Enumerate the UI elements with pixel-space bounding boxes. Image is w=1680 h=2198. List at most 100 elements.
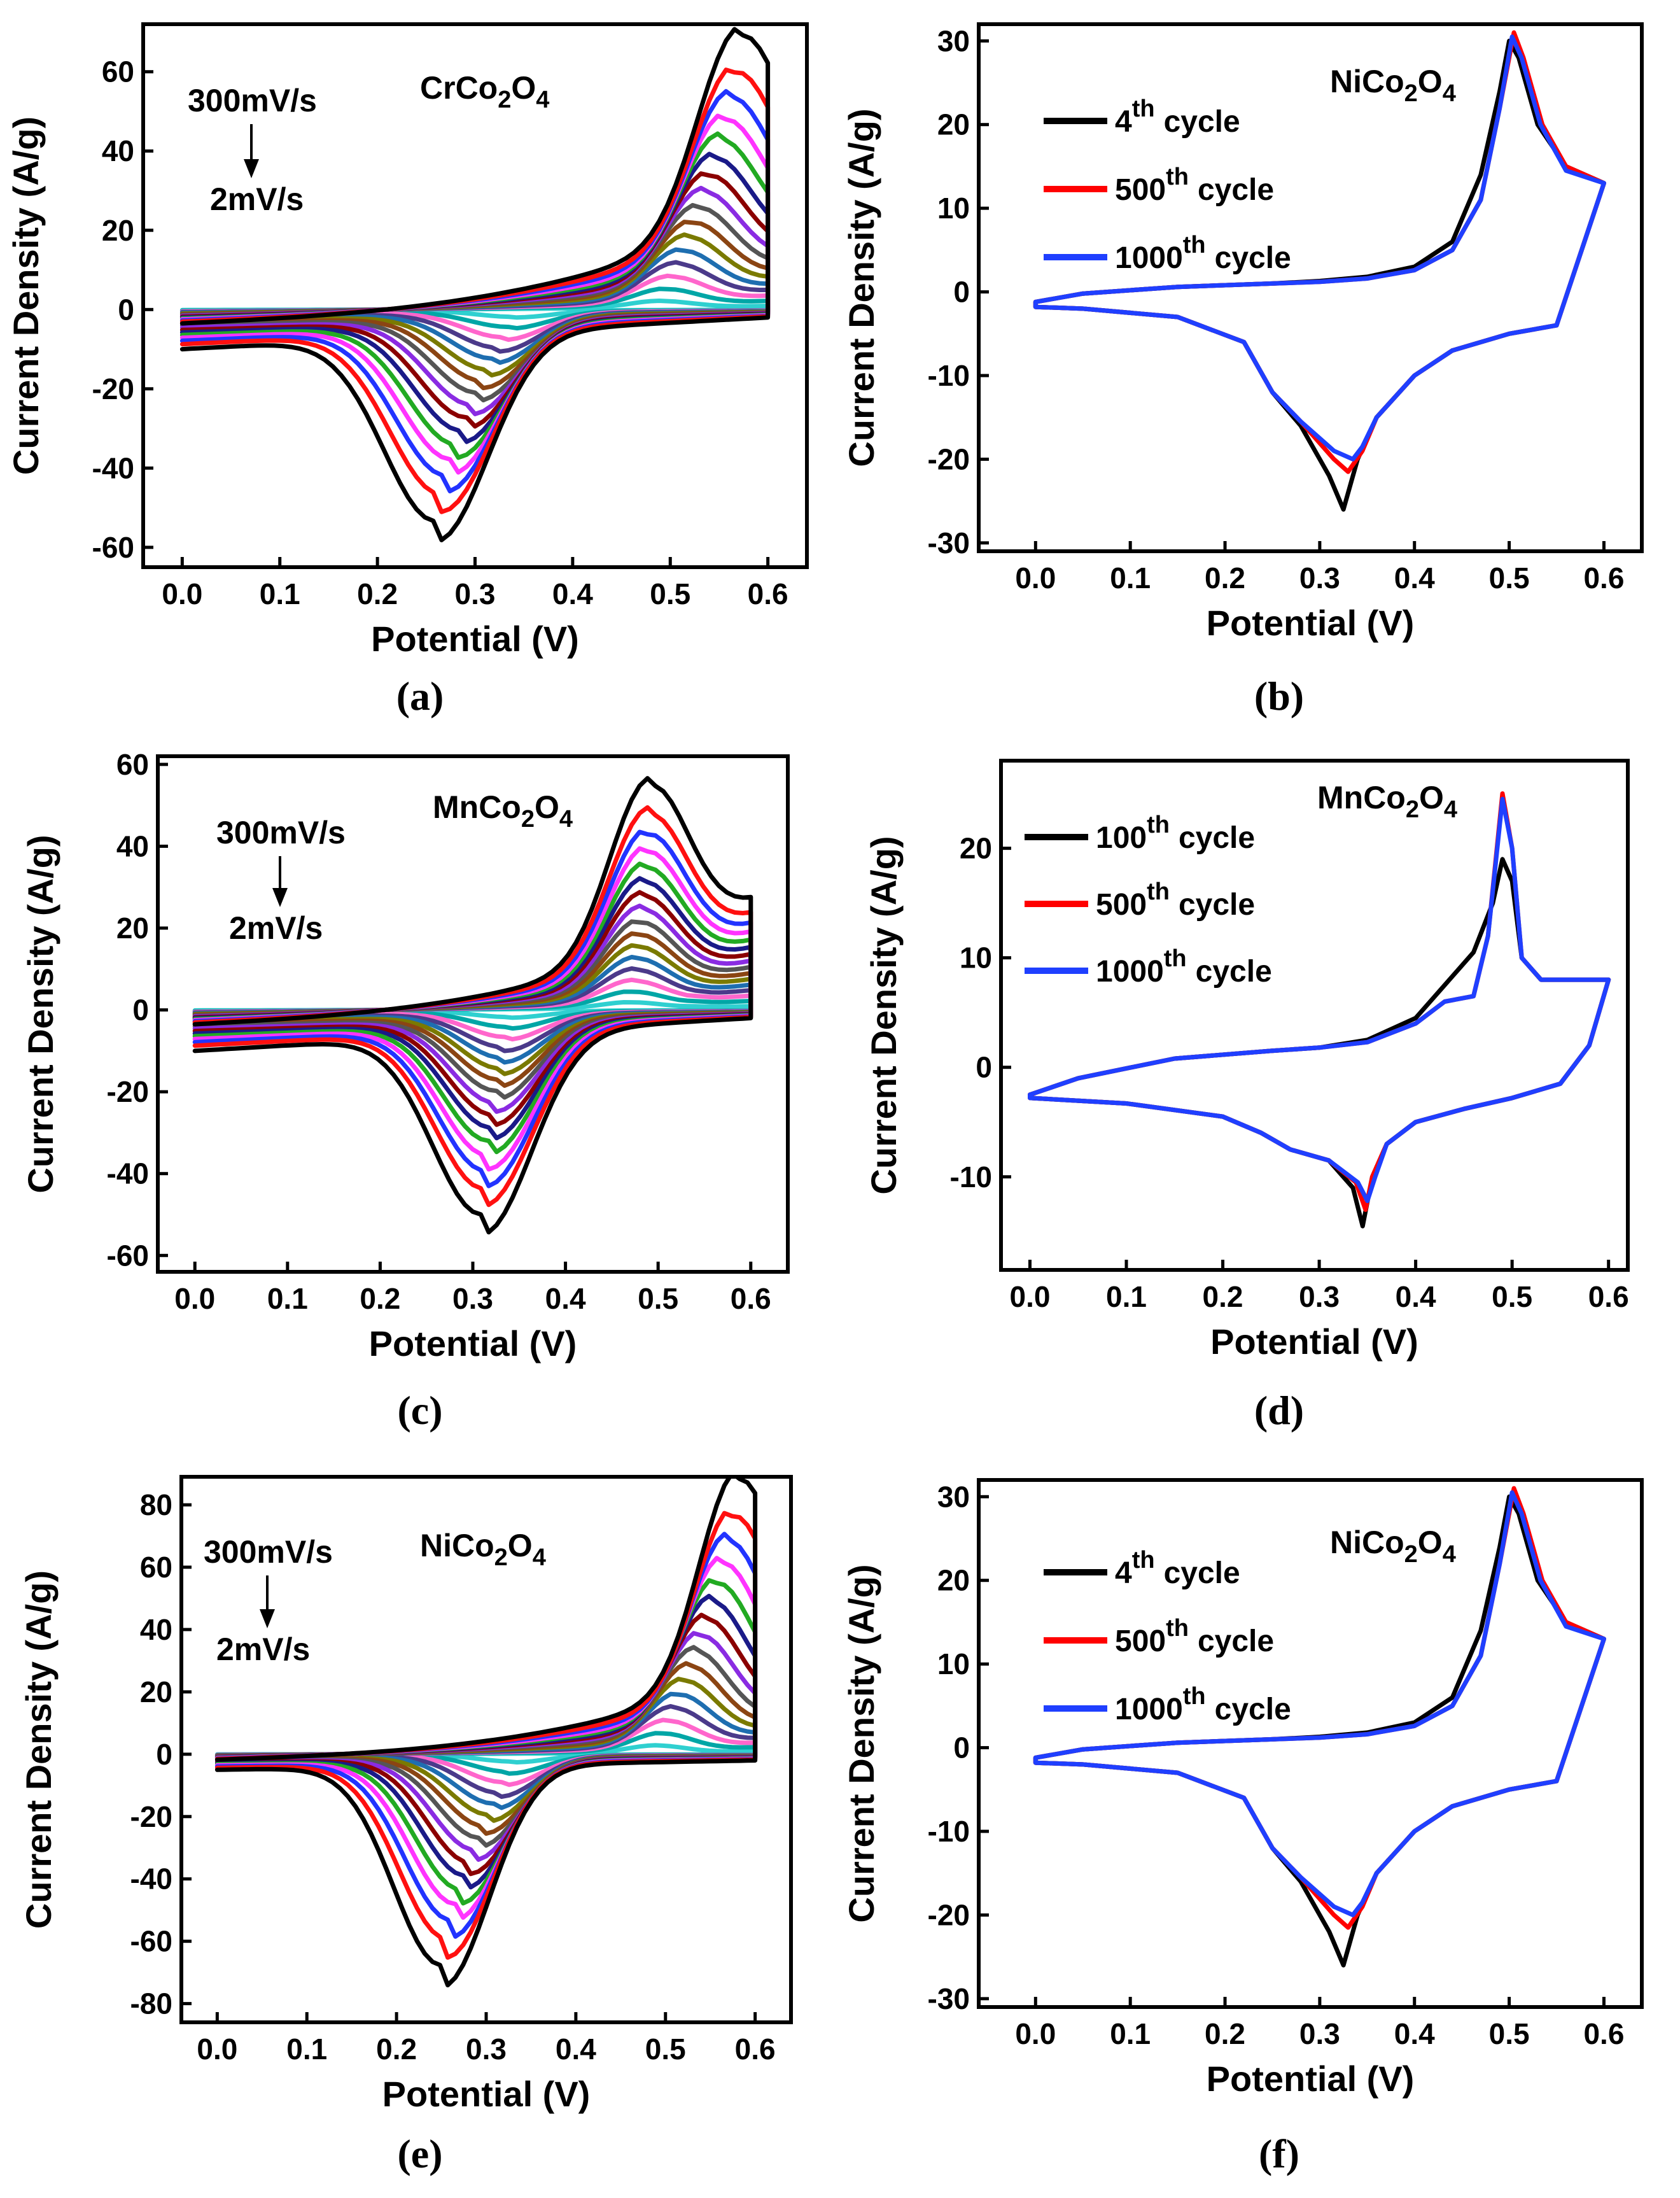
scan-rate-high: 300mV/s xyxy=(188,83,317,118)
chart-a: 0.0 0.1 0.2 0.3 0.4 0.5 0.6 -60 -40 -20 0 20 40 60 Pot… xyxy=(6,22,809,659)
x-tick-label: 0.1 xyxy=(1110,2017,1151,2050)
x-tick-label: 0.6 xyxy=(1583,2017,1624,2050)
caption-f: (f) xyxy=(1259,2131,1299,2176)
x-axis-label: Potential (V) xyxy=(1207,603,1415,643)
y-tick-label: 20 xyxy=(116,912,149,945)
y-tick-label: 80 xyxy=(140,1488,172,1521)
y-tick-label: -60 xyxy=(130,1925,172,1958)
cv-curve-cycle-3 xyxy=(1028,796,1611,1204)
plot-area xyxy=(1028,791,1611,1229)
x-tick-label: 0.0 xyxy=(162,577,202,610)
plot-area xyxy=(1033,30,1606,512)
x-tick-label: 0.3 xyxy=(1299,2017,1340,2050)
legend-cycle-number: 4 xyxy=(1115,105,1132,139)
y-tick-label: 20 xyxy=(140,1675,172,1708)
legend-entry-1: 100th cycle xyxy=(1096,812,1255,855)
y-tick-label: 30 xyxy=(937,1480,970,1513)
x-tick-label: 0.4 xyxy=(1394,2017,1435,2050)
cv-curve-rate-1 xyxy=(192,776,753,1235)
x-tick-label: 0.1 xyxy=(1106,1280,1147,1313)
plot-area xyxy=(179,27,771,542)
x-tick-label: 0.4 xyxy=(1394,561,1435,595)
scan-rate-high: 300mV/s xyxy=(204,1534,333,1570)
legend-superscript: th xyxy=(1164,945,1187,972)
material-sub: 2 xyxy=(1404,1541,1418,1568)
material-base: NiCo xyxy=(1330,64,1404,99)
y-tick-label: 10 xyxy=(937,192,970,225)
x-tick-label: 0.1 xyxy=(286,2032,327,2066)
x-axis-label: Potential (V) xyxy=(371,619,579,659)
x-tick-label: 0.4 xyxy=(552,577,593,610)
y-tick-label: -20 xyxy=(107,1075,149,1108)
cv-curve-cycle-2 xyxy=(1028,791,1611,1212)
plot-area xyxy=(192,776,753,1235)
x-tick-label: 0.0 xyxy=(1015,2017,1056,2050)
y-tick-label: -20 xyxy=(92,372,134,405)
material-label: CrCo2O4 xyxy=(420,70,549,113)
legend-suffix: cycle xyxy=(1215,241,1291,275)
x-tick-label: 0.2 xyxy=(360,1282,400,1315)
y-tick-label: 0 xyxy=(976,1051,992,1084)
material-sub2: 4 xyxy=(1443,1541,1456,1568)
material-sub: 2 xyxy=(521,806,535,833)
material-sub2: 4 xyxy=(536,87,549,113)
material-label: NiCo2O4 xyxy=(420,1528,546,1571)
cv-curve-rate-1 xyxy=(214,1477,758,1988)
legend-cycle-number: 500 xyxy=(1115,1624,1166,1658)
legend-cycle-number: 500 xyxy=(1115,173,1166,207)
scan-arrow-head xyxy=(272,888,288,907)
x-tick-label: 0.1 xyxy=(267,1282,308,1315)
plot-area xyxy=(1033,1486,1606,1968)
legend-superscript: th xyxy=(1183,1683,1206,1710)
x-axis-label: Potential (V) xyxy=(1210,1321,1418,1362)
caption-c: (c) xyxy=(397,1388,442,1433)
x-tick-label: 0.3 xyxy=(455,577,496,610)
legend-cycle-number: 1000 xyxy=(1115,1693,1183,1726)
chart-d: 0.0 0.1 0.2 0.3 0.4 0.5 0.6 -10 0 10 20 Potential (… xyxy=(864,759,1630,1362)
legend-cycle-number: 4 xyxy=(1115,1556,1132,1590)
x-tick-label: 0.2 xyxy=(1205,2017,1245,2050)
y-tick-label: 20 xyxy=(960,832,992,865)
y-tick-label: 60 xyxy=(116,748,149,781)
chart-f: 0.0 0.1 0.2 0.3 0.4 0.5 0.6 -30 -20 -10 0 10 20 30 Pot… xyxy=(841,1478,1644,2099)
material-sub: 2 xyxy=(494,1544,508,1571)
x-tick-label: 0.6 xyxy=(748,577,788,610)
plot-frame xyxy=(977,1478,1644,2009)
y-tick-label: 10 xyxy=(960,941,992,975)
x-tick-label: 0.2 xyxy=(1205,561,1245,595)
material-mid: O xyxy=(1418,1525,1443,1560)
x-tick-label: 0.3 xyxy=(452,1282,493,1315)
legend-cycle-number: 1000 xyxy=(1096,955,1164,989)
material-sub2: 4 xyxy=(559,806,573,833)
legend-cycle-number: 1000 xyxy=(1115,241,1183,275)
legend-suffix: cycle xyxy=(1179,888,1255,922)
x-tick-label: 0.3 xyxy=(1299,1280,1340,1313)
y-tick-label: 10 xyxy=(937,1647,970,1680)
legend-suffix: cycle xyxy=(1164,105,1240,139)
x-tick-label: 0.4 xyxy=(556,2032,596,2066)
material-sub: 2 xyxy=(498,87,511,113)
y-tick-label: -40 xyxy=(107,1157,149,1190)
x-tick-label: 0.5 xyxy=(638,1282,678,1315)
y-tick-label: 40 xyxy=(116,829,149,863)
y-tick-label: -60 xyxy=(92,531,134,564)
legend-entry-3: 1000th cycle xyxy=(1115,232,1291,275)
legend-suffix: cycle xyxy=(1198,173,1274,207)
material-sub2: 4 xyxy=(533,1544,546,1571)
legend-entry-2: 500th cycle xyxy=(1115,1615,1274,1658)
legend-superscript: th xyxy=(1166,164,1189,190)
plot-area xyxy=(214,1477,758,1988)
chart-e: 0.0 0.1 0.2 0.3 0.4 0.5 0.6 -80 -60 -40 -20 0 20 40 60… xyxy=(18,1475,793,2114)
y-axis-label: Current Density (A/g) xyxy=(841,108,881,467)
material-mid: O xyxy=(511,70,536,106)
material-base: CrCo xyxy=(420,70,498,106)
y-tick-label: -30 xyxy=(928,1982,970,2015)
y-axis-label: Current Density (A/g) xyxy=(6,116,46,475)
y-tick-label: 60 xyxy=(140,1551,172,1584)
x-tick-label: 0.5 xyxy=(650,577,690,610)
y-tick-label: -40 xyxy=(92,451,134,484)
x-axis-label: Potential (V) xyxy=(1207,2059,1415,2099)
y-tick-label: -10 xyxy=(950,1160,992,1194)
y-axis-label: Current Density (A/g) xyxy=(18,1570,59,1929)
